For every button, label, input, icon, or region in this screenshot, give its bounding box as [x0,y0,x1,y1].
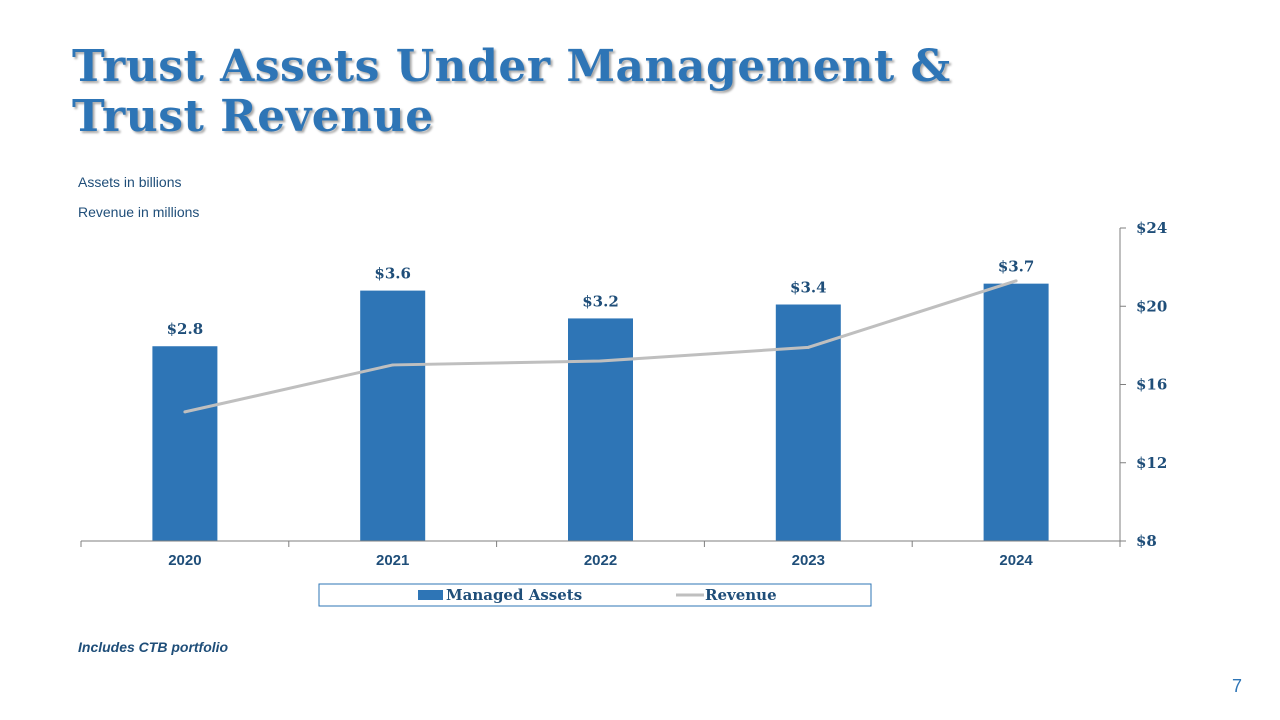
assets-unit-note: Assets in billions [78,174,182,190]
bar-managed-assets-2024 [983,283,1049,541]
bar-managed-assets-2022 [568,318,633,541]
legend-label-managed-assets: Managed Assets [446,586,582,604]
revenue-point-2022 [599,359,602,363]
page-number: 7 [1231,676,1242,696]
slide-title-line-1: Trust Assets Under Management & [72,41,951,92]
bar-managed-assets-2021 [360,290,426,541]
slide-title: Trust Assets Under Management & Trust Re… [72,42,951,142]
x-tick-label-2023: 2023 [792,552,825,569]
right-tick-label: $24 [1136,219,1167,237]
data-label-2024: $3.7 [998,258,1035,276]
right-tick-label: $8 [1136,532,1157,550]
x-tick-label-2020: 2020 [168,552,201,569]
data-label-2021: $3.6 [374,265,411,283]
footnote: Includes CTB portfolio [78,639,229,655]
x-tick-label-2022: 2022 [584,552,617,569]
bar-managed-assets-2020 [152,346,218,541]
data-label-2020: $2.8 [167,320,204,338]
right-tick-label: $12 [1136,454,1167,472]
x-tick-label-2024: 2024 [999,552,1033,569]
revenue-point-2020 [183,410,187,414]
data-label-2022: $3.2 [582,292,619,310]
revenue-point-2024 [1014,279,1018,283]
revenue-point-2021 [391,363,395,367]
bar-managed-assets-2023 [775,304,841,541]
revenue-point-2023 [806,345,810,349]
revenue-unit-note: Revenue in millions [78,204,200,220]
right-tick-label: $16 [1136,376,1167,394]
data-label-2023: $3.4 [790,279,827,297]
chart-legend [318,583,872,607]
legend-label-revenue: Revenue [705,586,777,604]
legend-swatch-managed-assets [418,590,443,600]
right-tick-label: $20 [1136,297,1167,315]
x-tick-label-2021: 2021 [376,552,409,569]
slide-title-line-2: Trust Revenue [72,91,434,142]
